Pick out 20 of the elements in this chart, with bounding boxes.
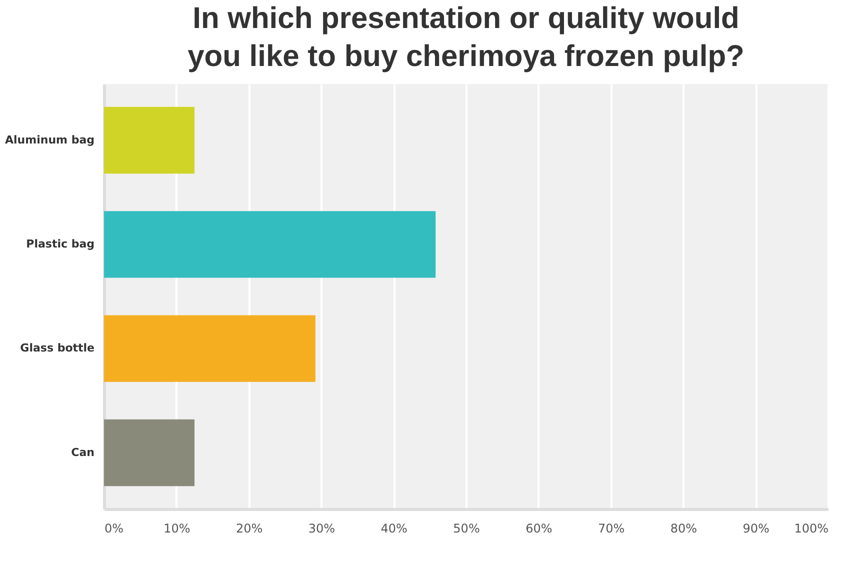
x-tick-label: 100% [794, 522, 828, 536]
bar [104, 211, 436, 278]
x-tick-label: 40% [380, 522, 408, 536]
x-tick-label: 20% [236, 522, 263, 536]
y-tick-label: Plastic bag [26, 237, 94, 250]
y-tick-label: Aluminum bag [5, 133, 94, 146]
x-tick-label: 80% [670, 522, 698, 536]
x-tick-label: 50% [453, 522, 480, 536]
chart-title: In which presentation or quality would you like to buy cherimoya frozen pulp? [188, 2, 744, 73]
x-tick-label: 70% [598, 522, 625, 536]
y-tick-label: Can [71, 446, 94, 459]
x-tick-label: 10% [164, 522, 190, 536]
y-tick-label: Glass bottle [20, 342, 94, 355]
x-tick-label: 30% [308, 522, 336, 536]
x-tick-label: 90% [742, 522, 770, 536]
x-tick-label: 0% [104, 522, 124, 536]
bar [104, 106, 194, 174]
bar [104, 419, 194, 486]
bar [104, 315, 316, 382]
x-tick-label: 60% [526, 522, 552, 536]
